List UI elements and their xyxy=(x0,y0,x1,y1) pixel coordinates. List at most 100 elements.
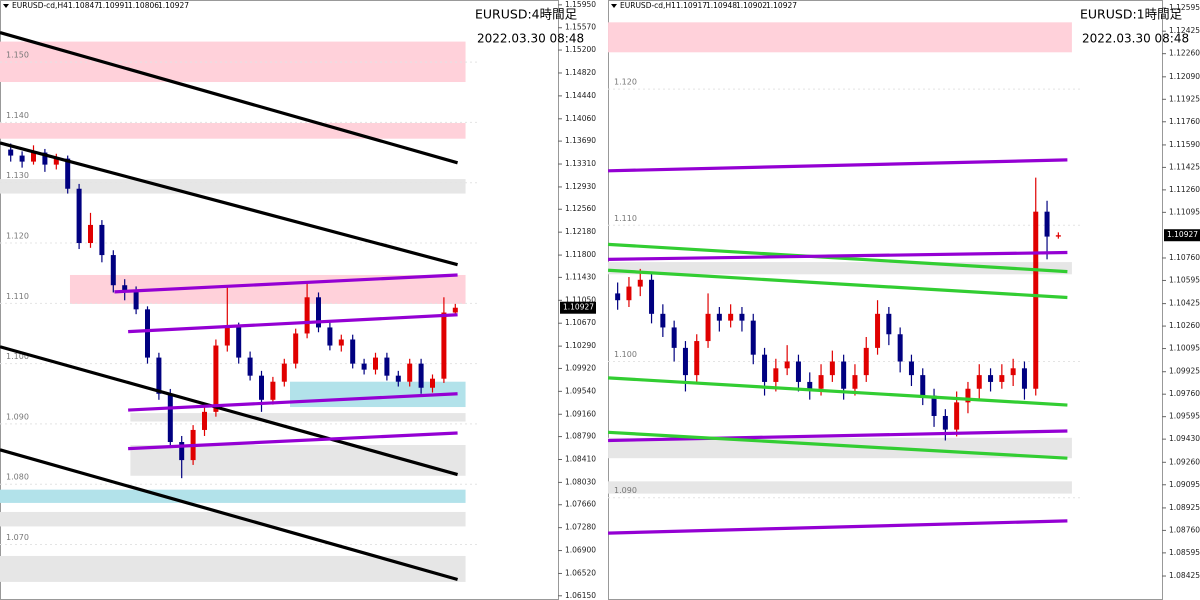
y-tick-label: 1.10760 xyxy=(1169,253,1200,262)
candle-body xyxy=(920,375,926,396)
y-tick-label: 1.09430 xyxy=(1169,434,1200,443)
candle-body xyxy=(110,255,116,286)
header-text: 1.10902 xyxy=(736,1,767,10)
y-tick-label: 1.09260 xyxy=(1169,457,1200,466)
trendline xyxy=(607,242,1068,274)
level-label: 1.100 xyxy=(614,350,637,359)
candle-body xyxy=(1044,211,1050,237)
header-text: 1.10847 xyxy=(68,1,99,10)
candle-body xyxy=(739,313,745,321)
candle-body xyxy=(338,339,344,346)
y-tick-label: 1.15200 xyxy=(565,45,596,54)
candle-body xyxy=(716,313,722,321)
candle-body xyxy=(750,320,756,355)
candle-body xyxy=(649,279,655,314)
candle-body xyxy=(259,375,264,400)
y-tick-label: 1.14440 xyxy=(565,91,596,100)
level-label: 1.150 xyxy=(6,51,29,60)
candle-body xyxy=(247,357,253,376)
y-tick-label: 1.08030 xyxy=(565,477,596,486)
trendline xyxy=(0,345,459,477)
candle-body xyxy=(76,188,82,244)
candle-body xyxy=(784,361,790,369)
zone xyxy=(608,22,1072,53)
candle-body xyxy=(373,357,378,370)
y-tick-label: 1.09095 xyxy=(1169,480,1200,489)
y-tick-label: 1.09595 xyxy=(1169,412,1200,421)
candle-body xyxy=(145,309,150,358)
candle-body xyxy=(53,158,59,165)
header-text: 1.10927 xyxy=(158,1,189,10)
candle-body xyxy=(818,375,824,389)
y-tick-label: 1.10595 xyxy=(1169,275,1200,284)
candle-body xyxy=(773,368,779,382)
candle-body xyxy=(626,286,632,301)
level-label: 1.090 xyxy=(614,486,637,495)
header-text: 1.10806 xyxy=(128,1,159,10)
candle-body xyxy=(762,354,768,382)
chart-panel: 1.150 1.140 1.130 1.120 1.110 1.100 1.090 1.080… xyxy=(0,0,596,600)
y-tick-label: 1.08925 xyxy=(1169,503,1200,512)
candle-body xyxy=(705,313,711,342)
y-tick-label: 1.12180 xyxy=(565,227,596,236)
level-label: 1.090 xyxy=(6,412,29,421)
level-label: 1.140 xyxy=(6,111,29,120)
candle-body xyxy=(841,361,847,389)
header-icon xyxy=(3,4,9,8)
trendline xyxy=(607,376,1068,407)
trendline xyxy=(608,429,1068,443)
candle-body xyxy=(728,313,734,321)
candle-body xyxy=(213,345,219,412)
candle-body xyxy=(65,158,71,189)
y-tick-label: 1.13690 xyxy=(565,136,596,145)
y-tick-label: 1.10670 xyxy=(565,318,596,327)
candle-body xyxy=(886,313,892,335)
candle-body xyxy=(8,149,14,156)
candle-body xyxy=(660,313,666,328)
trendline xyxy=(0,448,459,582)
y-tick-label: 1.12595 xyxy=(1169,3,1200,12)
candle-body xyxy=(224,327,230,346)
y-tick-label: 1.09160 xyxy=(565,409,596,418)
candle-body xyxy=(316,297,321,328)
y-tick-label: 1.11425 xyxy=(1169,162,1200,171)
plot-area xyxy=(608,0,1163,600)
zone xyxy=(0,123,466,139)
candle-body xyxy=(976,375,982,389)
y-tick-label: 1.12560 xyxy=(565,204,596,213)
candle-body xyxy=(179,442,185,461)
candle-body xyxy=(1055,235,1061,237)
y-tick-label: 1.14060 xyxy=(565,114,596,123)
level-label: 1.110 xyxy=(6,292,29,301)
candle-body xyxy=(931,395,937,416)
y-tick-label: 1.08410 xyxy=(565,454,596,463)
candle-body xyxy=(281,363,287,382)
candle-body xyxy=(395,375,401,382)
y-tick-label: 1.10290 xyxy=(565,341,596,350)
candle-body xyxy=(1010,368,1016,376)
candle-body xyxy=(795,361,801,382)
candle-body xyxy=(430,378,435,388)
y-tick-label: 1.10260 xyxy=(1169,321,1200,330)
candle-body xyxy=(908,361,914,376)
y-tick-label: 1.08595 xyxy=(1169,548,1200,557)
current-price-label: 1.10927 xyxy=(1167,230,1198,239)
candle-body xyxy=(999,375,1005,382)
level-label: 1.130 xyxy=(6,171,29,180)
y-tick-label: 1.12425 xyxy=(1169,26,1200,35)
header-text: EURUSD-cd,H4 xyxy=(12,1,68,10)
chart-panel: 1.120 1.110 1.100 1.090 1.12595 1.12425 1.1226… xyxy=(607,0,1200,600)
candle-body xyxy=(236,327,242,358)
candle-body xyxy=(1033,211,1039,389)
current-price-label: 1.10927 xyxy=(563,303,594,312)
candle-body xyxy=(407,363,413,382)
y-tick-label: 1.11800 xyxy=(565,250,596,259)
y-tick-label: 1.06520 xyxy=(565,568,596,577)
trendline xyxy=(607,430,1068,460)
y-tick-label: 1.10095 xyxy=(1169,344,1200,353)
y-tick-label: 1.10425 xyxy=(1169,299,1200,308)
trendline xyxy=(608,158,1068,173)
trendline xyxy=(128,431,458,451)
y-tick-label: 1.07660 xyxy=(565,500,596,509)
